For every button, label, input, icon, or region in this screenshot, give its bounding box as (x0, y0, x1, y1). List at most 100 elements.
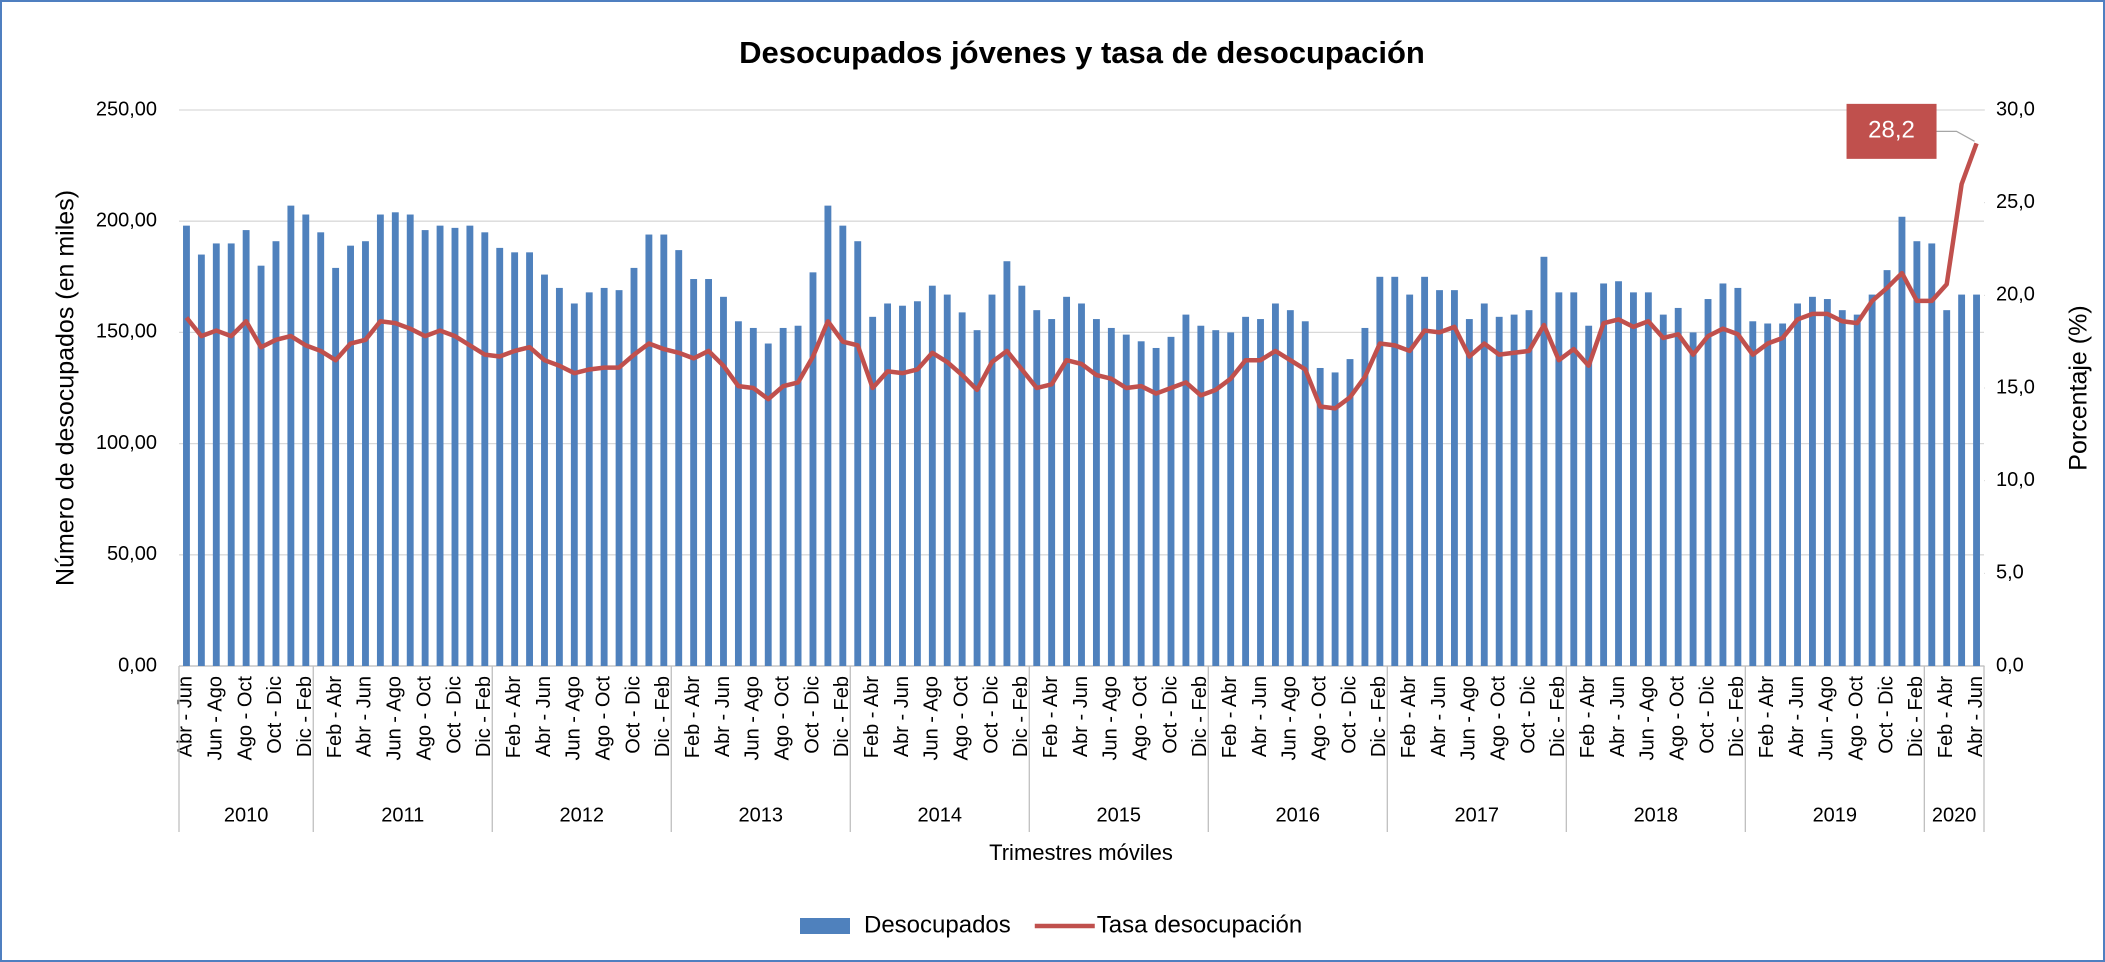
bar (1555, 292, 1563, 666)
x-tick-label: Oct - Dic (1159, 676, 1181, 754)
x-tick-label: Oct - Dic (264, 676, 286, 754)
bar (1958, 294, 1966, 666)
x-tick-label: Dic - Feb (1726, 676, 1748, 757)
x-tick-label: Ago - Oct (771, 676, 793, 761)
line (184, 142, 1979, 411)
year-label: 2013 (739, 804, 784, 826)
bar (884, 303, 892, 666)
x-tick-label: Ago - Oct (1845, 676, 1867, 761)
bar (1107, 327, 1115, 666)
x-tick-label: Jun - Ago (205, 676, 227, 761)
bar (1943, 310, 1951, 666)
x-tick-label: Dic - Feb (831, 676, 853, 757)
bar (690, 279, 698, 666)
chart-title: Desocupados jóvenes y tasa de desocupaci… (739, 35, 1425, 70)
x-tick-label: Abr - Jun (533, 676, 555, 757)
bar (302, 214, 310, 666)
x-tick-label: Dic - Feb (652, 676, 674, 757)
x-tick-label: Jun - Ago (921, 676, 943, 761)
bar (1495, 316, 1503, 666)
x-tick-label: Jun - Ago (1637, 676, 1659, 761)
bar (362, 241, 369, 666)
year-label: 2015 (1097, 804, 1142, 826)
x-tick-label: Oct - Dic (1875, 676, 1897, 754)
bar (466, 225, 474, 666)
bar (347, 245, 354, 666)
year-label: 2020 (1932, 804, 1977, 826)
bar (1540, 256, 1548, 666)
bar (570, 303, 578, 666)
bar (183, 225, 190, 666)
bar (615, 290, 623, 666)
bar (1137, 341, 1145, 666)
bar (242, 230, 250, 666)
bar (1346, 359, 1354, 666)
bar (705, 279, 712, 666)
bar (481, 232, 489, 666)
bar (1585, 325, 1593, 666)
x-tick-label: Dic - Feb (1189, 676, 1211, 757)
y-tick-label: 0,00 (118, 654, 157, 676)
x-tick-label: Feb - Abr (1040, 676, 1062, 759)
x-tick-label: Dic - Feb (1547, 676, 1569, 757)
x-tick-label: Abr - Jun (354, 676, 376, 757)
x-tick-label: Oct - Dic (1338, 676, 1360, 754)
bar (1406, 294, 1414, 666)
x-tick-label: Oct - Dic (1517, 676, 1539, 754)
bar (376, 214, 384, 666)
x-tick-label: Oct - Dic (622, 676, 644, 754)
x-tick-label: Oct - Dic (801, 676, 823, 754)
data-label: 28,2 (1868, 117, 1915, 144)
bar (720, 296, 727, 666)
bar (1301, 321, 1309, 666)
y2-tick-label: 25,0 (1996, 191, 2035, 213)
y2-tick-label: 10,0 (1996, 469, 2035, 491)
y-tick-label: 200,00 (96, 209, 157, 231)
bar (1644, 292, 1652, 666)
bar (227, 243, 235, 666)
bar (197, 254, 205, 666)
bar (675, 250, 683, 666)
x-tick-label: Abr - Jun (1249, 676, 1271, 757)
bar (1003, 261, 1011, 666)
bar (1212, 330, 1220, 666)
x-tick-label: Jun - Ago (1816, 676, 1838, 761)
bar (391, 212, 399, 666)
x-tick-label: Ago - Oct (1308, 676, 1330, 761)
bar (421, 230, 429, 666)
x-tick-label: Abr - Jun (891, 676, 913, 757)
bar (1078, 303, 1085, 666)
bar (1630, 292, 1637, 666)
bar (1361, 327, 1369, 666)
x-tick-label: Ago - Oct (1666, 676, 1688, 761)
bar (541, 274, 548, 666)
x-tick-label: Oct - Dic (1696, 676, 1718, 754)
bar (1048, 319, 1056, 666)
bar (1838, 310, 1846, 666)
x-tick-label: Abr - Jun (175, 676, 197, 757)
bar (1167, 336, 1175, 666)
y2-tick-label: 15,0 (1996, 376, 2035, 398)
bar (436, 225, 444, 666)
bar (212, 243, 220, 666)
x-tick-label: Abr - Jun (1786, 676, 1808, 757)
bar (1376, 276, 1384, 666)
bar (1331, 372, 1339, 666)
bar (600, 287, 608, 666)
bar (913, 301, 921, 666)
year-label: 2014 (918, 804, 963, 826)
x-tick-label: Feb - Abr (1577, 676, 1599, 759)
bar (1510, 314, 1518, 666)
x-tick-label: Jun - Ago (1279, 676, 1301, 761)
x-tick-label: Feb - Abr (503, 676, 525, 759)
bar (272, 241, 280, 666)
bar (1883, 270, 1891, 666)
bar (1734, 287, 1742, 666)
y-tick-label: 100,00 (96, 432, 157, 454)
x-tick-label: Jun - Ago (384, 676, 406, 761)
x-tick-label: Feb - Abr (1935, 676, 1957, 759)
bar (1257, 319, 1264, 666)
bar (1570, 292, 1578, 666)
x-tick-label: Ago - Oct (413, 676, 435, 761)
